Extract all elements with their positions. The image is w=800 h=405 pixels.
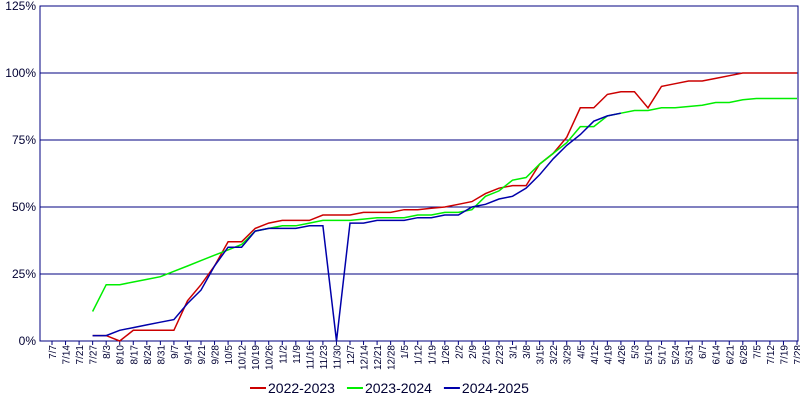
x-tick-label: 11/30: [332, 345, 343, 370]
x-tick-label: 8/3: [102, 345, 113, 359]
x-tick-label: 6/14: [712, 345, 723, 365]
plot-frame: [39, 5, 799, 342]
x-tick-label: 12/28: [387, 345, 398, 370]
series-line: [92, 72, 797, 342]
x-tick-label: 6/7: [698, 345, 709, 359]
series-line: [92, 112, 622, 342]
x-tick-label: 9/7: [170, 345, 181, 359]
x-tick-label: 5/17: [658, 345, 669, 365]
x-tick-label: 3/29: [563, 345, 574, 365]
x-tick-label: 2/2: [454, 345, 465, 359]
y-tick-label: 75%: [12, 133, 36, 147]
x-tick-label: 3/22: [549, 345, 560, 365]
x-tick-label: 3/1: [509, 345, 520, 359]
x-tick-label: 7/12: [766, 345, 777, 365]
x-tick-label: 4/5: [576, 345, 587, 359]
legend-label: 2024-2025: [462, 380, 529, 396]
x-tick-label: 2/9: [468, 345, 479, 359]
series-line: [91, 97, 797, 312]
x-tick-label: 8/10: [116, 345, 127, 365]
x-tick-label: 10/5: [224, 345, 235, 365]
x-tick-label: 8/24: [143, 345, 154, 365]
x-tick-label: 4/12: [590, 345, 601, 365]
x-tick-label: 7/19: [779, 345, 790, 365]
x-tick-label: 2/23: [495, 345, 506, 365]
x-tick-label: 10/19: [251, 345, 262, 370]
x-tick-label: 7/27: [89, 345, 100, 365]
x-tick-label: 10/26: [265, 345, 276, 370]
x-tick-label: 7/14: [62, 345, 73, 365]
x-tick-label: 4/26: [617, 345, 628, 365]
x-tick-label: 5/24: [671, 345, 682, 365]
x-tick-label: 7/21: [75, 345, 86, 365]
x-tick-label: 1/19: [427, 345, 438, 365]
x-tick-label: 11/16: [305, 345, 316, 370]
x-tick-label: 8/17: [129, 345, 140, 365]
y-tick-label: 0%: [19, 334, 37, 348]
x-tick-label: 3/15: [536, 345, 547, 365]
x-tick-label: 12/21: [373, 345, 384, 370]
x-tick-label: 11/2: [278, 345, 289, 364]
x-tick-label: 12/7: [346, 345, 357, 365]
x-tick-label: 6/21: [725, 345, 736, 365]
x-tick-label: 10/12: [238, 345, 249, 370]
x-tick-label: 11/23: [319, 345, 330, 370]
y-tick-label: 125%: [5, 0, 36, 13]
x-tick-label: 7/7: [48, 345, 59, 359]
x-tick-label: 8/31: [156, 345, 167, 365]
legend-label: 2023-2024: [365, 380, 432, 396]
x-tick-label: 9/14: [183, 345, 194, 365]
y-tick-label: 50%: [12, 200, 36, 214]
x-tick-label: 4/19: [603, 345, 614, 365]
y-tick-label: 25%: [12, 267, 36, 281]
x-tick-label: 5/31: [685, 345, 696, 365]
x-tick-label: 5/10: [644, 345, 655, 365]
x-tick-label: 3/8: [522, 345, 533, 359]
legend-label: 2022-2023: [268, 380, 335, 396]
x-tick-label: 7/5: [752, 345, 763, 359]
x-tick-label: 2/16: [481, 345, 492, 365]
x-tick-label: 1/12: [414, 345, 425, 365]
x-tick-label: 1/5: [400, 345, 411, 359]
x-tick-label: 1/26: [441, 345, 452, 365]
x-tick-label: 9/28: [211, 345, 222, 365]
x-tick-label: 9/21: [197, 345, 208, 365]
x-tick-label: 11/9: [292, 345, 303, 364]
x-tick-label: 5/3: [630, 345, 641, 359]
x-tick-label: 6/28: [739, 345, 750, 365]
y-tick-label: 100%: [5, 66, 36, 80]
x-tick-label: 7/28: [793, 345, 800, 365]
x-tick-label: 12/14: [360, 345, 371, 370]
